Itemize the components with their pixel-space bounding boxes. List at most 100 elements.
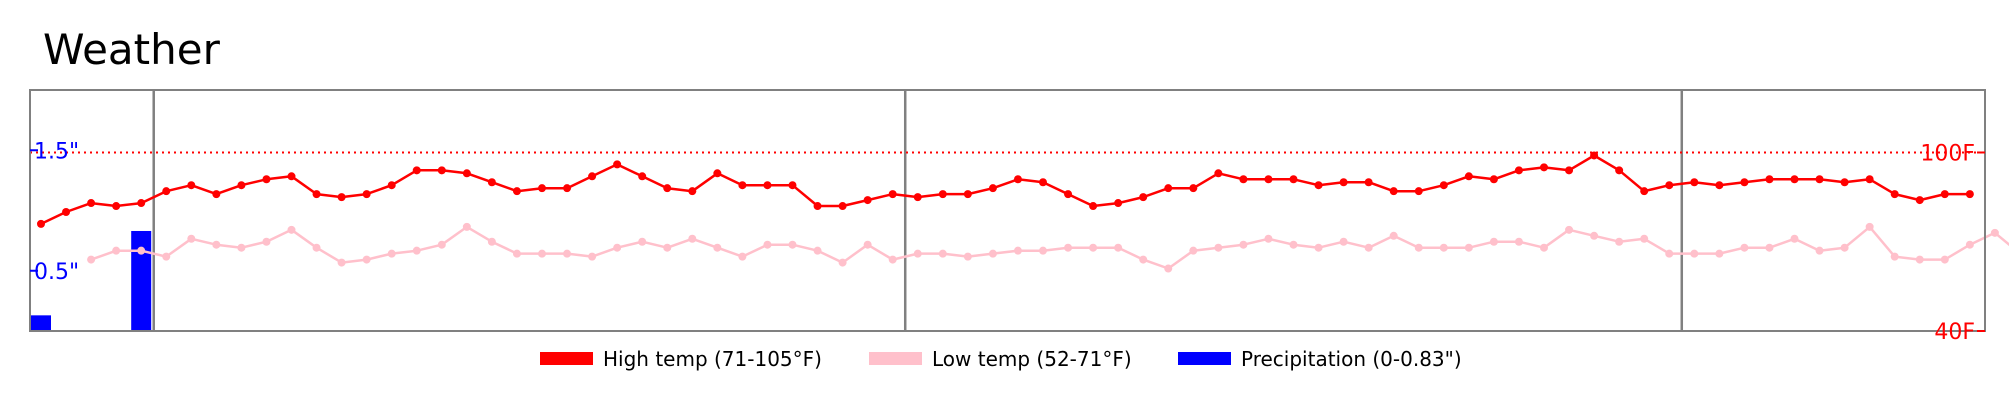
low-temp-point xyxy=(588,252,597,261)
high-temp-point xyxy=(1940,190,1949,199)
low-temp-point xyxy=(613,243,622,252)
low-temp-point xyxy=(1214,243,1223,252)
high-temp-point xyxy=(1139,193,1148,202)
low-temp-point xyxy=(888,255,897,264)
high-temp-point xyxy=(1915,196,1924,205)
high-temp-point xyxy=(1489,175,1498,184)
high-temp-point xyxy=(212,190,221,199)
low-temp-point xyxy=(738,252,747,261)
low-temp-point xyxy=(1314,243,1323,252)
low-temp-point xyxy=(1289,240,1298,249)
low-temp-point xyxy=(1489,237,1498,246)
low-temp-point xyxy=(563,249,572,258)
high-temp-point xyxy=(487,178,496,187)
low-temp-point xyxy=(237,243,246,252)
high-temp-point xyxy=(1039,178,1047,187)
high-temp-point xyxy=(738,181,747,190)
low-temp-point xyxy=(112,246,121,255)
high-temp-point xyxy=(1089,202,1098,211)
high-temp-point xyxy=(688,187,697,196)
low-temp-point xyxy=(287,225,296,234)
high-temp-point xyxy=(137,199,146,208)
low-temp-point xyxy=(262,237,271,246)
low-temp-point xyxy=(1013,246,1022,255)
low-temp-point xyxy=(1189,246,1198,255)
high-temp-point xyxy=(538,184,546,193)
high-temp-point xyxy=(1715,181,1724,190)
legend-swatch xyxy=(540,352,593,365)
low-temp-point xyxy=(1965,240,1974,249)
high-temp-point xyxy=(337,193,346,202)
high-temp-point xyxy=(1339,178,1348,187)
low-temp-point xyxy=(1464,243,1473,252)
low-temp-point xyxy=(638,237,647,246)
low-temp-point xyxy=(137,246,146,255)
high-temp-point xyxy=(1615,166,1624,175)
high-temp-point xyxy=(863,196,872,205)
high-temp-point xyxy=(1314,181,1323,190)
high-temp-point xyxy=(588,172,597,181)
high-temp-point xyxy=(1740,178,1749,187)
high-temp-point xyxy=(387,181,396,190)
low-temp-point xyxy=(1039,246,1047,255)
high-temp-point xyxy=(1064,190,1073,199)
low-temp-point xyxy=(362,255,371,264)
high-temp-point xyxy=(112,202,121,211)
low-temp-point xyxy=(938,249,947,258)
low-temp-point xyxy=(487,237,496,246)
low-temp-point xyxy=(963,252,972,261)
low-temp-point xyxy=(1690,249,1699,258)
low-temp-point xyxy=(387,249,396,258)
high-temp-point xyxy=(1690,178,1699,187)
high-temp-line xyxy=(40,154,1970,226)
low-temp-point xyxy=(1765,243,1774,252)
low-temp-point xyxy=(87,255,96,264)
high-temp-point xyxy=(1514,166,1523,175)
low-temp-point xyxy=(1064,243,1073,252)
low-temp-point xyxy=(713,243,722,252)
high-temp-point xyxy=(37,219,45,228)
high-temp-point xyxy=(412,166,421,175)
low-temp-point xyxy=(1890,252,1899,261)
high-temp-point xyxy=(1464,172,1473,181)
low-temp-point xyxy=(1364,243,1373,252)
high-temp-point xyxy=(1890,190,1899,199)
low-temp-point xyxy=(187,234,196,243)
high-temp-point xyxy=(237,181,246,190)
high-temp-point xyxy=(287,172,296,181)
low-temp-point xyxy=(913,249,922,258)
low-temp-point xyxy=(1590,231,1599,240)
low-temp-point xyxy=(412,246,421,255)
high-temp-point xyxy=(1765,175,1774,184)
low-temp-point xyxy=(1339,237,1348,246)
high-temp-point xyxy=(1414,187,1423,196)
low-temp-point xyxy=(1239,240,1248,249)
left-axis-tick-label: 0.5" xyxy=(34,260,79,285)
low-temp-point xyxy=(1740,243,1749,252)
precip-bar xyxy=(31,315,51,331)
plot-area: 1.5" 0.5" 100F 40F xyxy=(29,89,2009,345)
low-temp-point xyxy=(1164,264,1173,273)
right-axis-tick-label: 100F xyxy=(1920,141,1975,166)
low-temp-point xyxy=(1840,243,1849,252)
high-temp-point xyxy=(1189,184,1198,193)
low-temp-point xyxy=(788,240,797,249)
high-temp-point xyxy=(913,193,922,202)
low-temp-point xyxy=(838,258,847,267)
low-temp-point xyxy=(663,243,672,252)
high-temp-point xyxy=(1815,175,1824,184)
legend: High temp (71-105°F) Low temp (52-71°F) Pr… xyxy=(540,347,1462,371)
high-temp-point xyxy=(1665,181,1674,190)
high-temp-point xyxy=(1540,163,1548,172)
high-temp-point xyxy=(62,207,71,216)
high-temp-point xyxy=(713,169,722,178)
legend-label: Low temp (52-71°F) xyxy=(932,347,1132,371)
high-temp-point xyxy=(1114,199,1123,208)
low-temp-point xyxy=(538,249,546,258)
low-temp-point xyxy=(1865,222,1874,231)
low-temp-point xyxy=(1565,225,1574,234)
low-temp-point xyxy=(1514,237,1523,246)
low-temp-point xyxy=(312,243,321,252)
high-temp-point xyxy=(638,172,647,181)
high-temp-point xyxy=(963,190,972,199)
